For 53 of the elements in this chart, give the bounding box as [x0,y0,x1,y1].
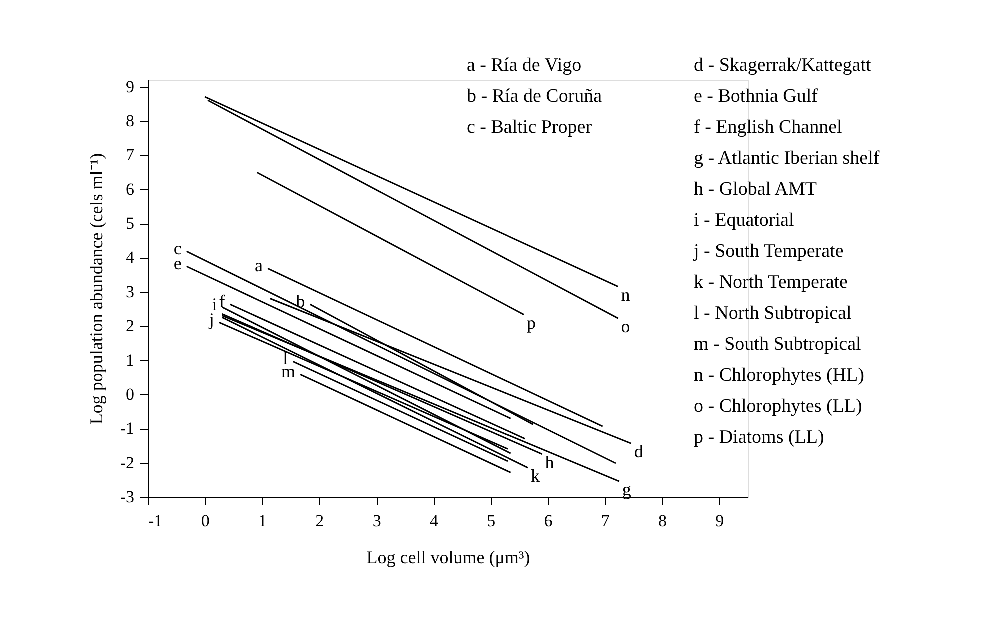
y-tick-label: -2 [120,453,134,472]
x-tick-label: 0 [201,512,210,530]
x-tick-label: 2 [316,512,324,530]
annotation: d [634,442,644,462]
x-tick-label: 5 [487,512,496,530]
text: d - Skagerrak/Kattegatt [694,55,872,76]
y-tick-label: 6 [126,180,134,199]
y-tick-label: 7 [126,146,135,165]
y-tick-label: 9 [126,77,134,96]
annotation: f [219,292,226,312]
x-tick-label: 8 [658,512,668,530]
annotation: i - Equatorial [694,210,794,231]
text: a - Ría de Vigo [467,55,582,76]
annotation: k - North Temperate [694,272,848,293]
annotation: n - Chlorophytes (HL) [694,365,864,386]
x-tick-label: 7 [601,512,610,530]
y-tick-label: 1 [126,350,134,370]
annotation: k [531,466,540,486]
annotation: l [283,348,288,369]
y-tick-label: 5 [126,214,134,234]
annotation: f - English Channel [694,117,842,138]
annotation: n [621,284,630,305]
annotation: j [208,310,214,330]
annotation: i [212,294,218,314]
annotation: o [621,316,630,337]
annotation: h - Global AMT [694,179,818,200]
annotation: g - Atlantic Iberian shelf [694,148,880,169]
x-tick-label: 1 [258,512,268,530]
annotation: b - Ría de Coruña [467,86,603,107]
y-tick-label: 2 [126,316,134,336]
annotation: m - South Subtropical [694,334,862,355]
annotation: o - Chlorophytes (LL) [694,396,862,417]
y-tick-label: -1 [120,419,134,438]
x-tick-label: 6 [544,512,553,530]
annotation: j - South Temperate [693,241,844,262]
annotation: h [545,452,554,472]
y-tick-label: 0 [126,384,134,404]
x-tick-label: 3 [372,512,382,530]
annotation: p - Diatoms (LL) [694,427,824,448]
annotation: l - North Subtropical [694,303,852,324]
x-tick-label: -1 [148,512,163,530]
y-tick-label: -3 [120,488,134,506]
x-tick-label: 9 [716,512,724,530]
annotation: p [527,312,536,333]
y-axis-title: Log population abundance (cels ml⁻¹) [86,153,106,425]
y-tick-label: 4 [126,248,135,268]
x-axis-title: Log cell volume (μm³) [366,548,530,568]
annotation: e - Bothnia Gulf [694,86,819,107]
annotation: c - Baltic Proper [467,117,593,138]
y-tick-label: 3 [126,282,134,302]
annotation: a [255,256,263,276]
y-tick-label: 8 [126,112,134,131]
x-tick-label: 4 [430,512,439,530]
